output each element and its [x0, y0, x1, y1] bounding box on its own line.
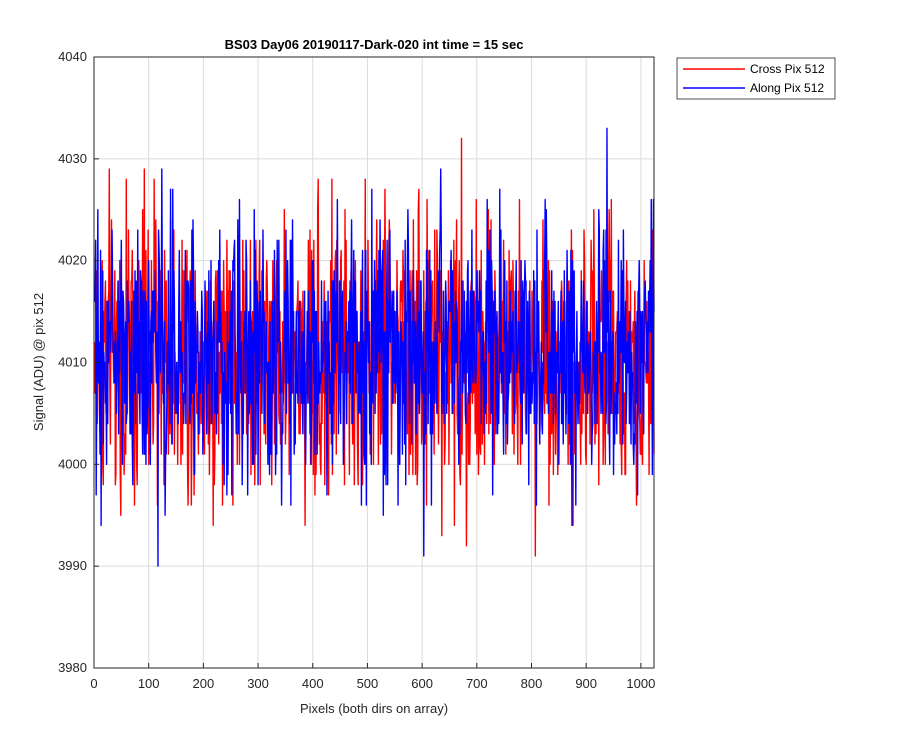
x-tick-label: 800	[521, 676, 543, 691]
y-tick-label: 4010	[58, 355, 87, 370]
x-tick-label: 0	[90, 676, 97, 691]
x-tick-label: 300	[247, 676, 269, 691]
legend-label-cross: Cross Pix 512	[750, 62, 825, 76]
y-tick-label: 4040	[58, 49, 87, 64]
x-tick-label: 400	[302, 676, 324, 691]
y-tick-label: 4030	[58, 151, 87, 166]
y-tick-label: 4020	[58, 253, 87, 268]
legend-label-along: Along Pix 512	[750, 81, 824, 95]
x-tick-label: 600	[411, 676, 433, 691]
x-tick-label: 1000	[626, 676, 655, 691]
legend: Cross Pix 512 Along Pix 512	[676, 57, 836, 100]
y-axis-label: Signal (ADU) @ pix 512	[31, 293, 46, 431]
x-tick-label: 100	[138, 676, 160, 691]
x-axis-label: Pixels (both dirs on array)	[300, 701, 448, 716]
x-tick-label: 200	[193, 676, 215, 691]
series-layer	[93, 127, 655, 567]
x-tick-label: 500	[357, 676, 379, 691]
ticks: 0 100 200 300 400 500 600 700 800 900 1000 3980 3990…	[58, 49, 655, 691]
x-tick-label: 900	[575, 676, 597, 691]
y-tick-label: 4000	[58, 456, 87, 471]
y-tick-label: 3980	[58, 660, 87, 675]
chart-title: BS03 Day06 20190117-Dark-020 int time = …	[225, 37, 524, 52]
x-tick-label: 700	[466, 676, 488, 691]
y-tick-label: 3990	[58, 558, 87, 573]
series-line-along-pix-512	[93, 127, 655, 567]
legend-box	[676, 57, 836, 100]
